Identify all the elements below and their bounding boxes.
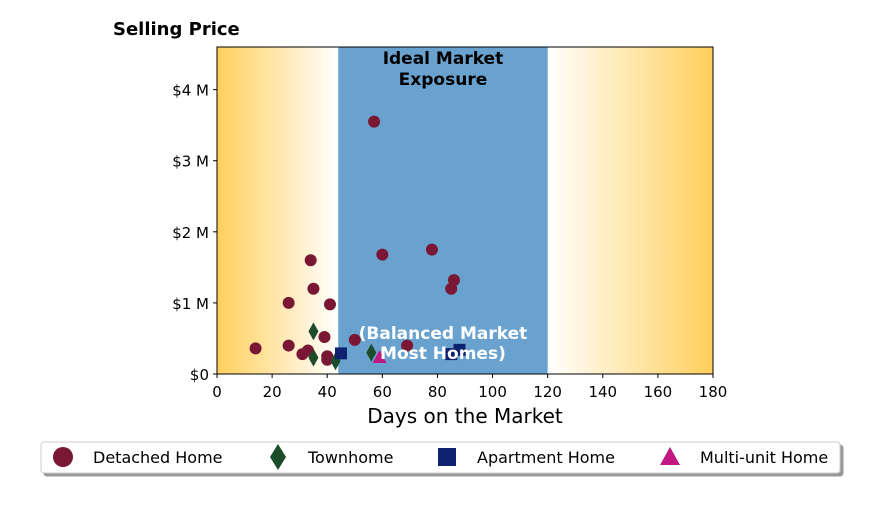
series-2 [335, 343, 466, 361]
x-tick-label: 60 [373, 383, 392, 401]
legend-item-3: Multi-unit Home [660, 447, 828, 467]
legend-label: Apartment Home [477, 448, 615, 467]
x-axis: 0 20 40 60 80 100 120 140 160 180 [212, 374, 727, 401]
data-point-s1-1 [308, 348, 319, 367]
data-point-s1-0 [308, 322, 319, 341]
data-points [249, 115, 466, 371]
series-0 [249, 115, 460, 366]
x-tick-label: 40 [318, 383, 337, 401]
data-point-s0-17 [447, 274, 460, 287]
y-tick-label: $3 M [172, 153, 209, 171]
legend-item-2: Apartment Home [438, 448, 615, 467]
ideal-exposure-region [338, 47, 548, 374]
data-point-s0-11 [348, 333, 361, 346]
y-tick-label: $2 M [172, 224, 209, 242]
x-tick-label: 180 [699, 383, 728, 401]
y-tick-label: $4 M [172, 82, 209, 100]
region-labels: Ideal Market Exposure [383, 49, 504, 90]
data-point-s1-3 [366, 343, 377, 362]
legend-marker-diamond [270, 444, 286, 470]
series-3 [372, 349, 387, 363]
data-point-s2-0 [335, 347, 347, 360]
x-tick-label: 100 [478, 383, 507, 401]
data-point-s0-6 [307, 282, 320, 295]
x-tick-label: 20 [263, 383, 282, 401]
region-label-top-line-1: Ideal Market [383, 49, 504, 69]
x-tick-label: 80 [428, 383, 447, 401]
legend: Detached Home Townhome Apartment Home Multi… [40, 441, 841, 474]
chart-title: Selling Price [113, 19, 240, 40]
data-point-s0-10 [323, 298, 336, 311]
data-point-s2-2 [453, 343, 466, 356]
region-label-bottom-line-1: (Balanced Market [359, 324, 528, 344]
left-gradient-band [217, 47, 339, 374]
region-labels-bottom: (Balanced Market Most Homes) [359, 324, 528, 364]
legend-label: Detached Home [93, 448, 223, 467]
data-point-s0-14 [401, 339, 414, 352]
x-tick-label: 140 [588, 383, 617, 401]
region-label-top-line-2: Exposure [399, 70, 488, 90]
legend-marker-circle [53, 447, 73, 467]
data-point-s0-1 [282, 296, 295, 309]
y-tick-label: $1 M [172, 295, 209, 313]
y-axis: $0 $1 M $2 M $3 M $4 M [172, 82, 217, 384]
data-point-s3-0 [372, 349, 387, 363]
legend-label: Multi-unit Home [700, 448, 828, 467]
legend-marker-triangle [660, 447, 680, 465]
data-point-s0-15 [425, 243, 438, 256]
right-gradient-band [547, 47, 713, 374]
x-axis-label: Days on the Market [367, 404, 563, 428]
data-point-s0-0 [249, 342, 262, 355]
region-label-bottom-line-2: Most Homes) [380, 344, 506, 364]
data-point-s0-7 [318, 331, 331, 344]
data-point-s0-12 [368, 115, 381, 128]
legend-item-0: Detached Home [53, 447, 223, 467]
plot-background [217, 47, 713, 374]
legend-marker-square [438, 448, 456, 466]
data-point-s0-2 [282, 339, 295, 352]
x-tick-label: 160 [644, 383, 673, 401]
data-point-s0-9 [321, 353, 334, 366]
x-tick-label: 120 [533, 383, 562, 401]
series-1 [308, 322, 377, 371]
data-point-s0-13 [376, 248, 389, 261]
data-point-s0-5 [304, 254, 317, 267]
legend-label: Townhome [307, 448, 393, 467]
plot-frame [216, 46, 714, 375]
legend-item-1: Townhome [270, 444, 393, 470]
y-tick-label: $0 [190, 366, 209, 384]
x-tick-label: 0 [212, 383, 222, 401]
